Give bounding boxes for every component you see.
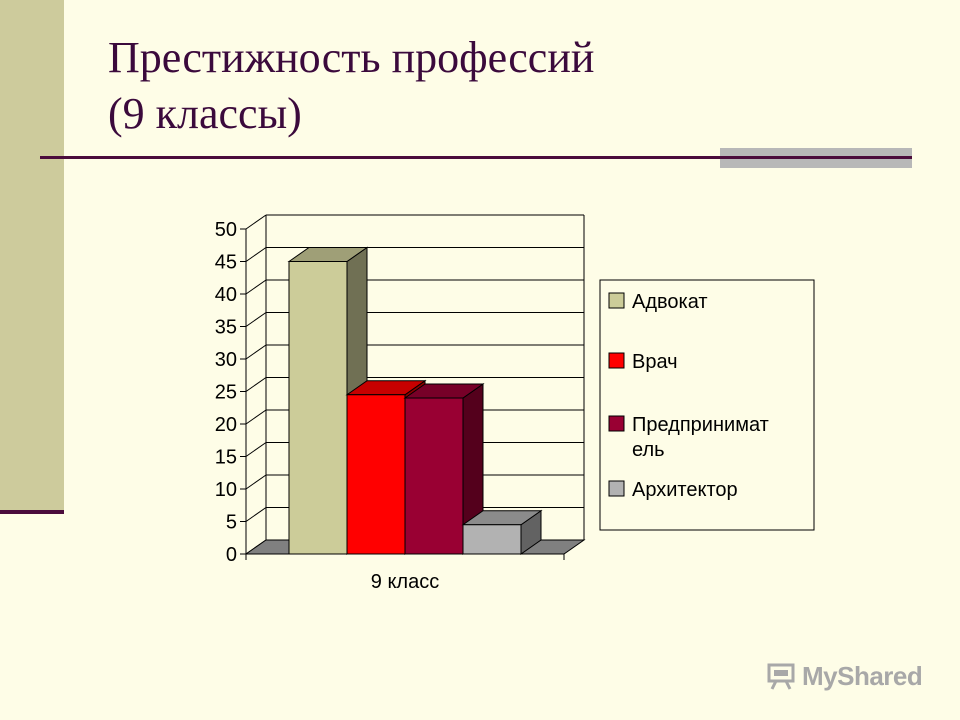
slide-title: Престижность профессий (9 классы) — [108, 30, 594, 142]
y-tick-label: 5 — [226, 512, 237, 534]
legend-label: Архитектор — [632, 479, 738, 501]
legend-label-line: ель — [632, 439, 665, 461]
side-wall-gridline — [245, 377, 267, 392]
legend-label: Врач — [632, 351, 678, 373]
y-tick-label: 0 — [226, 544, 237, 566]
y-tick-label: 50 — [215, 219, 237, 241]
bar-Предприниматель — [403, 383, 485, 555]
logo-text: MyShared — [802, 660, 923, 691]
legend-swatch — [608, 480, 625, 497]
side-wall-gridline — [245, 474, 267, 490]
bar-front — [404, 397, 464, 555]
title-divider-accent — [720, 148, 912, 168]
legend-label-line: Предпринимат — [632, 414, 769, 436]
slide-title-line-2: (9 классы) — [108, 89, 302, 138]
side-wall-gridline — [245, 279, 267, 295]
y-tick-label: 35 — [215, 317, 237, 339]
legend-label-line: Архитектор — [632, 479, 738, 501]
y-tick-label: 20 — [215, 414, 237, 436]
legend-label: Адвокат — [632, 291, 708, 313]
legend-label-line: Врач — [632, 351, 678, 373]
decorative-sidebar — [0, 0, 64, 510]
side-wall-gridline — [245, 442, 267, 457]
legend-swatch — [608, 415, 625, 432]
y-tick-label: 40 — [215, 284, 237, 306]
legend-swatch — [608, 292, 625, 309]
slide-title-line-1: Престижность профессий — [108, 33, 595, 82]
y-tick-label: 45 — [215, 252, 237, 274]
legend-box — [599, 279, 815, 531]
side-wall-gridline — [245, 507, 267, 522]
y-tick-label: 10 — [215, 479, 237, 501]
sidebar-underline — [0, 510, 64, 514]
y-tick-label: 25 — [215, 382, 237, 404]
side-wall-gridline — [245, 214, 267, 230]
side-wall-gridline — [245, 344, 267, 360]
side-wall-gridline — [245, 247, 267, 262]
bar-front — [346, 394, 406, 555]
presentation-board-icon — [767, 663, 795, 690]
bar-front — [288, 261, 348, 555]
bar-front — [462, 524, 522, 555]
bar-Архитектор — [461, 509, 543, 555]
legend-label: Предпринимат ель — [632, 414, 769, 461]
y-tick-label: 15 — [215, 447, 237, 469]
y-tick-label: 30 — [215, 349, 237, 371]
x-tick-label: 9 класс — [371, 571, 439, 593]
side-wall-gridline — [245, 312, 267, 327]
side-wall-gridline — [245, 409, 267, 425]
legend-label-line: Адвокат — [632, 291, 708, 313]
title-divider — [40, 156, 912, 159]
legend-swatch — [608, 352, 625, 369]
myshared-logo: MyShared — [766, 656, 923, 696]
